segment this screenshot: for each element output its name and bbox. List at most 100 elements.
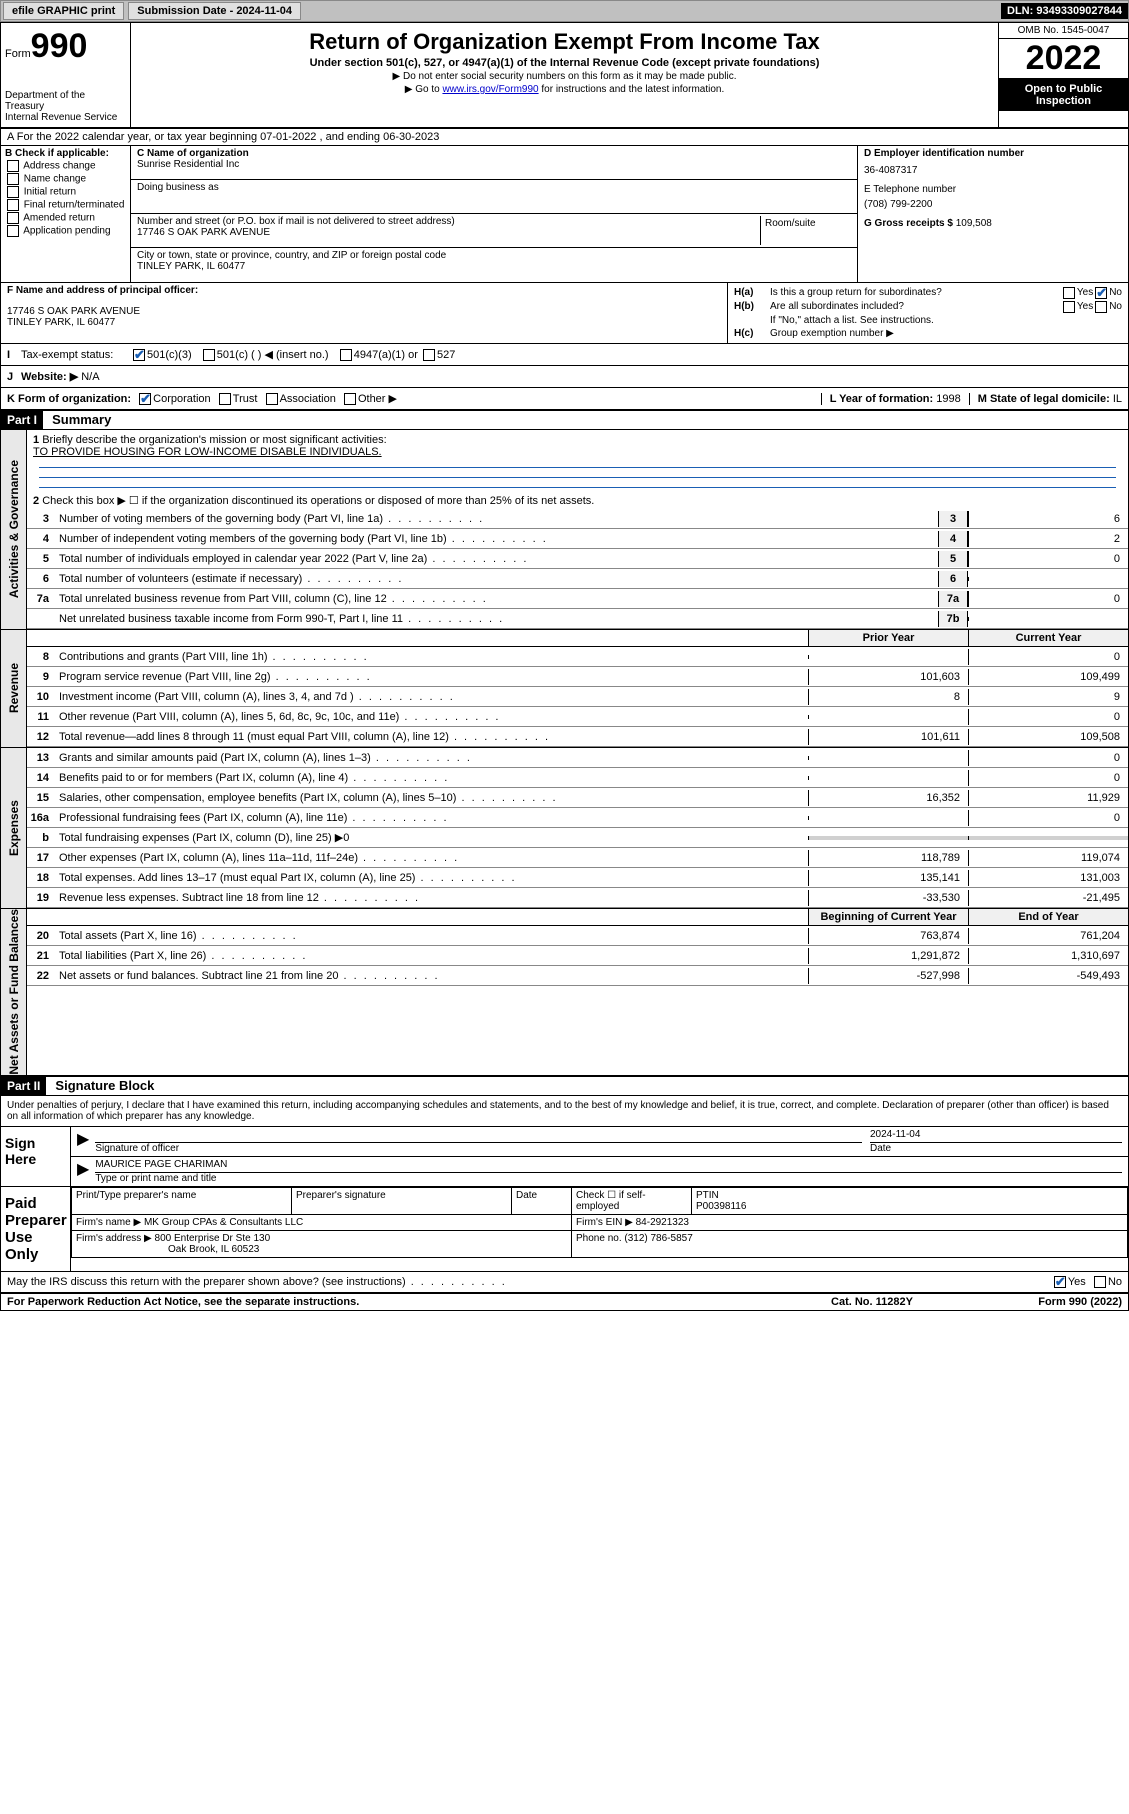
chk-amended-return[interactable]: Amended return [5,212,126,224]
chk-corporation[interactable] [139,393,151,405]
opt-trust: Trust [233,393,258,405]
chk-527[interactable] [423,349,435,361]
city-value: TINLEY PARK, IL 60477 [137,261,851,272]
l2-num: 2 [33,495,39,507]
line-1-mission: 1 Briefly describe the organization's mi… [27,430,1128,492]
firm-phone-cell: Phone no. (312) 786-5857 [572,1230,1128,1257]
discuss-no-checkbox[interactable] [1094,1276,1106,1288]
ha-no-checkbox[interactable] [1095,287,1107,299]
discuss-yes-checkbox[interactable] [1054,1276,1066,1288]
line-2: 2 Check this box ▶ ☐ if the organization… [27,492,1128,509]
street-value: 17746 S OAK PARK AVENUE [137,227,760,238]
sig-name-label: Type or print name and title [95,1173,1122,1184]
sig-name-value: MAURICE PAGE CHARIMAN [95,1159,1122,1173]
chk-final-return[interactable]: Final return/terminated [5,199,126,211]
form-990-page: Form990 Department of the Treasury Inter… [0,22,1129,1311]
exp-line-13: 13Grants and similar amounts paid (Part … [27,748,1128,768]
omb-number: OMB No. 1545-0047 [999,23,1128,39]
l2-text: Check this box ▶ ☐ if the organization d… [42,495,594,507]
arrow-icon: ▶ [77,1129,89,1154]
expenses-section: Expenses 13Grants and similar amounts pa… [1,748,1128,909]
chk-other[interactable] [344,393,356,405]
discuss-yes: Yes [1068,1276,1086,1288]
firm-addr-cell: Firm's address ▶ 800 Enterprise Dr Ste 1… [72,1230,572,1257]
rev-line-12: 12Total revenue—add lines 8 through 11 (… [27,727,1128,747]
group-return-questions: H(a) Is this a group return for subordin… [728,283,1128,343]
chk-address-change[interactable]: Address change [5,160,126,172]
prep-check-label: Check ☐ if self-employed [572,1187,692,1214]
city-label: City or town, state or province, country… [137,250,851,261]
part-2-title: Signature Block [49,1076,160,1095]
gross-block: G Gross receipts $ 109,508 [864,218,1122,229]
ha-yes-checkbox[interactable] [1063,287,1075,299]
firm-name-cell: Firm's name ▶ MK Group CPAs & Consultant… [72,1214,572,1230]
opt-other: Other ▶ [358,392,397,405]
declaration-text: Under penalties of perjury, I declare th… [1,1096,1128,1127]
chk-association[interactable] [266,393,278,405]
opt-501c3: 501(c)(3) [147,349,192,361]
ein-label: D Employer identification number [864,148,1122,159]
net-header: Beginning of Current Year End of Year [27,909,1128,926]
net-content: Beginning of Current Year End of Year 20… [27,909,1128,1075]
j-label: J [7,371,21,383]
footer-center: Cat. No. 11282Y [772,1296,972,1308]
chk-initial-return[interactable]: Initial return [5,186,126,198]
room-label: Room/suite [765,218,847,229]
vtab-expenses: Expenses [1,748,27,908]
col-end: End of Year [968,909,1128,925]
page-footer: For Paperwork Reduction Act Notice, see … [1,1294,1128,1310]
submission-date-button[interactable]: Submission Date - 2024-11-04 [128,2,301,20]
city-cell: City or town, state or province, country… [131,248,857,282]
chk-trust[interactable] [219,393,231,405]
tel-block: E Telephone number (708) 799-2200 [864,184,1122,210]
footer-right: Form 990 (2022) [972,1296,1122,1308]
q-hb: H(b) Are all subordinates included? Yes … [734,301,1122,313]
col-d-e-g: D Employer identification number 36-4087… [858,146,1128,282]
firm-ein-cell: Firm's EIN ▶ 84-2921323 [572,1214,1128,1230]
l-year: L Year of formation: 1998 [821,393,961,405]
footer-left: For Paperwork Reduction Act Notice, see … [7,1296,772,1308]
sign-here-row: Sign Here ▶ Signature of officer 2024-11… [1,1127,1128,1187]
chk-4947[interactable] [340,349,352,361]
form-note-1: ▶ Do not enter social security numbers o… [139,71,990,82]
ein-value: 36-4087317 [864,165,1122,176]
opt-501c: 501(c) ( ) ◀ (insert no.) [217,348,329,361]
hb-no-checkbox[interactable] [1095,301,1107,313]
header-right: OMB No. 1545-0047 2022 Open to Public In… [998,23,1128,127]
col-current: Current Year [968,630,1128,646]
chk-501c3[interactable] [133,349,145,361]
irs-link[interactable]: www.irs.gov/Form990 [442,84,538,95]
tel-label: E Telephone number [864,184,1122,195]
website-value: N/A [81,371,99,383]
ha-no-label: No [1109,287,1122,299]
chk-application-pending[interactable]: Application pending [5,225,126,237]
form-note-2: ▶ Go to www.irs.gov/Form990 for instruct… [139,84,990,95]
m-state: M State of legal domicile: IL [969,393,1122,405]
dept-label: Department of the Treasury [5,90,126,112]
chk-501c[interactable] [203,349,215,361]
hb-label: H(b) [734,301,770,313]
form-label: Form [5,48,31,60]
part-2-header-row: Part II Signature Block [1,1077,1128,1096]
col-b-checkboxes: B Check if applicable: Address change Na… [1,146,131,282]
q-ha: H(a) Is this a group return for subordin… [734,287,1122,299]
prep-date-label: Date [512,1187,572,1214]
exp-line-15: 15Salaries, other compensation, employee… [27,788,1128,808]
efile-print-button[interactable]: efile GRAPHIC print [3,2,124,20]
rev-line-11: 11Other revenue (Part VIII, column (A), … [27,707,1128,727]
hb-yes-checkbox[interactable] [1063,301,1075,313]
discuss-row: May the IRS discuss this return with the… [1,1272,1128,1294]
rev-line-10: 10Investment income (Part VIII, column (… [27,687,1128,707]
col-b-title: B Check if applicable: [5,148,126,159]
paid-preparer-content: Print/Type preparer's name Preparer's si… [71,1187,1128,1271]
gross-label: G Gross receipts $ [864,218,956,229]
vtab-net-assets: Net Assets or Fund Balances [1,909,27,1075]
opt-4947: 4947(a)(1) or [354,349,418,361]
note2-post: for instructions and the latest informat… [539,84,725,95]
activities-governance-section: Activities & Governance 1 Briefly descri… [1,430,1128,630]
hb-note: If "No," attach a list. See instructions… [734,315,1122,326]
chk-name-change[interactable]: Name change [5,173,126,185]
row-j-website: J Website: ▶ N/A [1,366,1128,388]
row-i-tax-status: I Tax-exempt status: 501(c)(3) 501(c) ( … [1,344,1128,366]
irs-label: Internal Revenue Service [5,112,126,123]
